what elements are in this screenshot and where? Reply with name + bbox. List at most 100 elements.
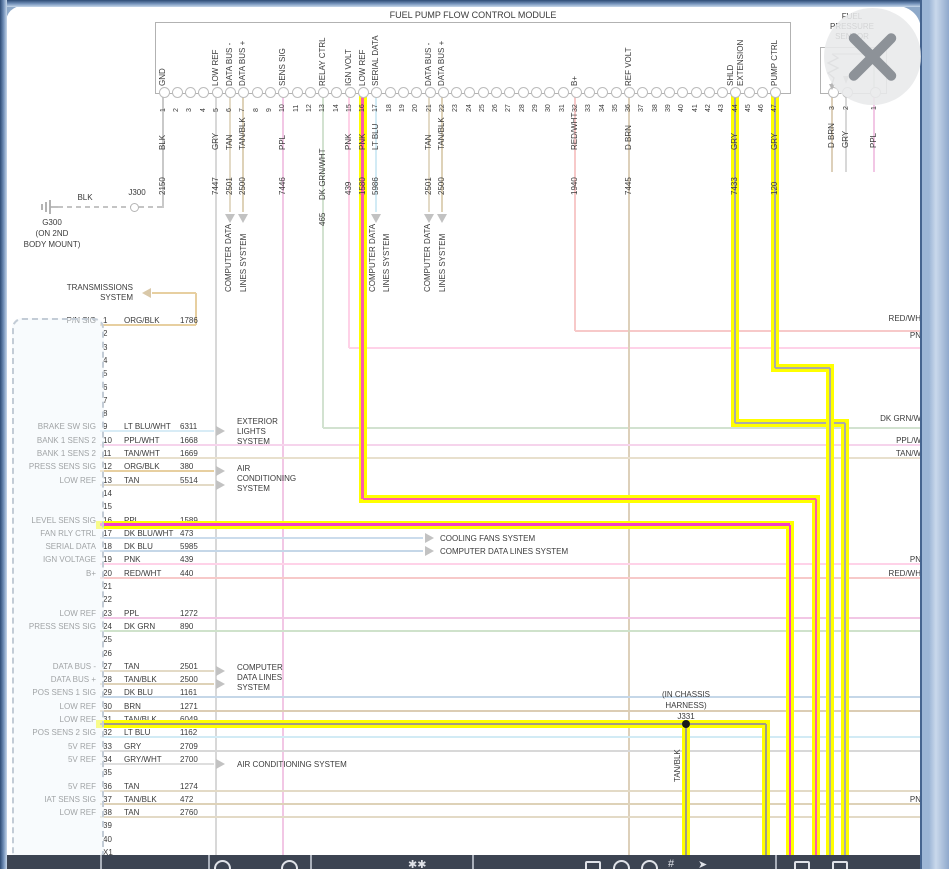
module-pin-scallop xyxy=(757,87,768,98)
toolbar-square-icon-1[interactable] xyxy=(585,861,601,869)
j331-wire-color: TAN/BLK xyxy=(673,749,683,782)
module-pin-label: EXTENSION xyxy=(735,39,745,86)
module-pin-scallop xyxy=(530,87,542,98)
module-wire-color: TAN/BLK xyxy=(237,117,247,150)
toolbar-square-icon-2[interactable] xyxy=(794,861,810,869)
bottom-toolbar[interactable]: ✱✱ # ➤ xyxy=(6,855,921,869)
module-pin-number: 29 xyxy=(532,104,540,112)
wire-tan-2501b xyxy=(428,96,430,212)
module-pin-label: RELAY CTRL xyxy=(317,37,327,86)
row-circuit-number: 1274 xyxy=(180,781,198,791)
close-icon[interactable] xyxy=(824,8,921,105)
toolbar-circle-icon-1[interactable] xyxy=(214,860,231,869)
air-conditioning-system-label: AIR xyxy=(237,464,251,473)
module-wire-color: PNK xyxy=(357,133,367,150)
right-edge-wire-label: RED/WH xyxy=(888,569,921,578)
module-pin-number: 9 xyxy=(266,108,274,112)
circuit-pnk-1580-wire xyxy=(362,497,816,501)
toolbar-square-icon-3[interactable] xyxy=(832,861,848,869)
module-circuit-number: 2501 xyxy=(224,177,234,195)
sensor-wire-color: PPL xyxy=(869,132,879,148)
module-pin-scallop xyxy=(743,87,755,98)
arrow-down-icon xyxy=(224,214,235,223)
row-circuit-number: 6049 xyxy=(180,715,198,725)
junction-j331-dot xyxy=(682,720,690,728)
module-pin-scallop xyxy=(504,87,516,98)
arrow-right-icon xyxy=(216,665,225,676)
sensor-pin-number: 1 xyxy=(870,106,878,110)
module-pin-label: SERIAL DATA xyxy=(370,35,380,86)
row-number: 38 xyxy=(103,808,112,818)
module-pin-label: SENS SIG xyxy=(277,48,287,86)
row-circuit-number: 1669 xyxy=(180,449,198,458)
computer-data-lines-vertical-label: COMPUTER DATA xyxy=(368,223,378,292)
row-wire-color: TAN/BLK xyxy=(124,675,157,685)
row-wire-color: TAN/BLK xyxy=(124,715,157,725)
module-pin-number: 26 xyxy=(492,104,500,112)
toolbar-circle-icon-4[interactable] xyxy=(641,860,658,869)
wire-orgblk-1786 xyxy=(100,324,196,326)
computer-data-lines-system-label: COMPUTER DATA LINES SYSTEM xyxy=(440,547,569,556)
row-circuit-number: 5514 xyxy=(180,475,198,485)
module-pin-number: 21 xyxy=(425,104,433,112)
right-edge-wire-label: TAN/W xyxy=(895,449,921,458)
arrow-down-icon xyxy=(437,214,448,223)
module-pin-number: 8 xyxy=(252,108,260,112)
module-wire-color: BLK xyxy=(158,134,168,150)
wire-pnk-439 xyxy=(349,347,921,349)
row-wire-36 xyxy=(100,789,921,792)
row-number: X1 xyxy=(103,848,113,857)
row-number: 27 xyxy=(103,661,112,671)
sensor-pin-number: 2 xyxy=(842,106,850,110)
row-wire-color: PPL/WHT xyxy=(124,435,160,445)
module-pin-label: IGN VOLT xyxy=(344,49,354,86)
module-circuit-number: 7447 xyxy=(211,177,221,195)
module-pin-label: LOW REF xyxy=(357,49,367,86)
row-wire-color: LT BLU/WHT xyxy=(124,422,171,432)
row-number: 35 xyxy=(103,768,112,778)
circuit-pnk-1580-wire xyxy=(361,96,364,499)
row-number: 20 xyxy=(103,568,112,578)
toolbar-circle-icon-3[interactable] xyxy=(613,860,630,869)
row-number: 1 xyxy=(103,316,108,325)
window-frame-right[interactable] xyxy=(920,0,949,869)
module-pin-scallop xyxy=(544,87,556,98)
right-edge-wire-label: DK GRN/W xyxy=(880,414,921,423)
module-wire-color: PNK xyxy=(344,133,354,150)
module-pin-scallop xyxy=(185,87,197,98)
module-wire-color: PPL xyxy=(277,134,287,150)
module-pin-scallop xyxy=(158,87,170,98)
row-wire-color: DK BLU xyxy=(124,688,153,698)
toolbar-stars-icon[interactable]: ✱✱ xyxy=(408,859,427,869)
row-wire-24 xyxy=(100,629,921,632)
module-pin-number: 23 xyxy=(452,104,460,112)
module-wire-color: DK GRN/WHT xyxy=(317,148,327,200)
toolbar-hash-icon[interactable]: # xyxy=(668,858,675,869)
module-wire-color: RED/WHT xyxy=(570,112,580,150)
wire-sensor-gry xyxy=(845,96,847,172)
wire-tanblk-2500b xyxy=(441,96,444,212)
module-pin-scallop xyxy=(557,87,569,98)
toolbar-arrow-icon[interactable]: ➤ xyxy=(698,859,708,869)
module-pin-number: 2 xyxy=(172,108,180,112)
module-pin-scallop xyxy=(411,87,423,98)
row-wire-12 xyxy=(100,470,214,473)
toolbar-circle-icon-2[interactable] xyxy=(281,860,298,869)
row-number: 19 xyxy=(103,555,112,565)
module-pin-number: 39 xyxy=(665,104,673,112)
arrow-right-icon xyxy=(216,426,225,437)
row-number: 29 xyxy=(103,688,112,698)
module-wire-color: GRY xyxy=(211,132,221,150)
row-wire-38 xyxy=(100,816,921,819)
row-wire-32 xyxy=(100,736,921,739)
ground-g300-label: (ON 2ND xyxy=(35,229,69,238)
module-pin-label: B+ xyxy=(570,75,580,86)
module-pin-scallop xyxy=(451,87,463,98)
module-pin-scallop xyxy=(730,87,742,98)
row-wire-color: PPL xyxy=(124,608,140,618)
row-number: 9 xyxy=(103,422,108,432)
row-number: 2 xyxy=(103,329,108,339)
module-pin-scallop xyxy=(624,87,635,98)
computer-data-lines-system-label: COMPUTER xyxy=(237,663,283,672)
